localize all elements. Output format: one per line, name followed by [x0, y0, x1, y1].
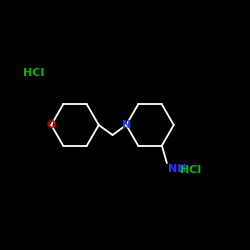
Text: 2: 2: [178, 165, 184, 174]
Text: HCl: HCl: [22, 68, 44, 78]
Text: N: N: [122, 120, 131, 130]
Text: NH: NH: [168, 164, 186, 174]
Text: HCl: HCl: [180, 165, 201, 175]
Text: O: O: [46, 120, 56, 130]
